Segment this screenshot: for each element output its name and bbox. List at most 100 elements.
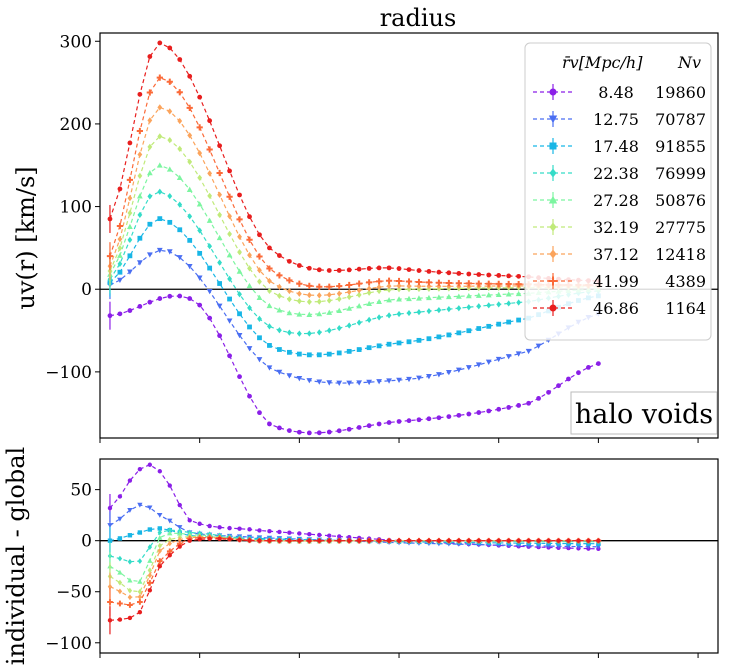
data-point [375, 278, 383, 285]
data-point [117, 277, 123, 283]
bottom-y-axis-label: individual - global [2, 447, 30, 665]
data-point [157, 529, 163, 536]
data-point [186, 104, 193, 112]
data-point [216, 234, 223, 241]
data-point [127, 558, 133, 565]
data-point [157, 534, 163, 540]
data-point [316, 267, 322, 273]
data-point [197, 174, 203, 181]
data-point [177, 502, 182, 508]
data-point [376, 287, 382, 295]
data-point [257, 528, 262, 533]
data-point [386, 283, 392, 290]
data-point [495, 280, 502, 287]
data-point [117, 617, 123, 622]
data-point [336, 282, 343, 290]
data-point [226, 318, 233, 324]
data-point [216, 169, 223, 177]
data-point [446, 270, 452, 276]
y-tick-label: 100 [60, 198, 92, 218]
data-point [236, 216, 243, 223]
data-point [425, 279, 433, 286]
data-point [156, 74, 163, 81]
data-point [306, 298, 312, 306]
data-point [277, 347, 282, 352]
data-point [466, 411, 472, 417]
legend-item: 27.28 50876 [533, 191, 706, 210]
data-point [435, 279, 443, 286]
data-point [247, 393, 252, 399]
data-point [426, 416, 432, 422]
top-axes-frame [99, 32, 719, 439]
annotation-text: halo voids [575, 399, 713, 430]
data-point [157, 564, 163, 569]
data-point [326, 268, 332, 273]
data-point [366, 379, 373, 386]
y-tick-label: −100 [45, 634, 92, 654]
series-8.48 [107, 462, 601, 552]
data-point [446, 306, 452, 313]
data-point [436, 538, 442, 543]
data-point [137, 502, 143, 508]
data-point [196, 275, 203, 281]
data-point [207, 170, 213, 177]
data-point [197, 302, 203, 308]
data-point [187, 237, 193, 243]
data-point [396, 286, 402, 293]
data-point [336, 380, 343, 386]
data-point [506, 300, 512, 307]
data-point [276, 369, 283, 376]
data-point [526, 538, 531, 543]
data-point [227, 296, 232, 302]
data-point [117, 186, 123, 192]
data-point [146, 252, 153, 258]
data-point [226, 252, 233, 258]
data-point [297, 538, 302, 543]
data-point [227, 275, 232, 283]
data-point [137, 558, 143, 564]
y-tick-label: 200 [60, 115, 92, 135]
data-point [117, 260, 123, 267]
legend-marker [548, 276, 558, 286]
data-point [187, 296, 193, 301]
data-point [416, 295, 422, 301]
data-point [166, 78, 173, 85]
data-point [267, 323, 272, 330]
data-point [336, 290, 342, 297]
data-point [137, 530, 143, 535]
y-tick-label: 50 [70, 481, 92, 501]
data-point [535, 343, 542, 349]
data-point [556, 538, 561, 543]
data-point [326, 351, 332, 357]
data-point [127, 194, 133, 202]
legend-count: 70787 [655, 110, 706, 129]
series-8.48 [107, 293, 601, 436]
data-point [456, 305, 462, 312]
data-point [286, 309, 293, 316]
data-point [156, 162, 163, 168]
data-point [486, 538, 491, 543]
data-point [247, 324, 252, 330]
data-point [306, 430, 312, 436]
legend-count: 19860 [655, 83, 706, 102]
data-point [406, 309, 412, 317]
data-point [127, 533, 133, 538]
data-point [296, 290, 302, 297]
data-point [336, 428, 342, 434]
data-point [436, 415, 442, 421]
data-point [176, 89, 183, 96]
data-point [276, 272, 283, 279]
data-point [516, 273, 522, 279]
data-point [217, 536, 222, 542]
data-point [486, 323, 492, 329]
data-point [286, 258, 292, 264]
data-point [127, 236, 133, 244]
data-point [396, 419, 402, 424]
annotation-box [570, 391, 718, 435]
data-point [426, 538, 432, 543]
data-point [186, 263, 193, 270]
legend-radius: 8.48 [598, 83, 634, 102]
data-point [296, 263, 302, 268]
data-point [566, 376, 571, 382]
series-line-41.99 [109, 76, 599, 288]
